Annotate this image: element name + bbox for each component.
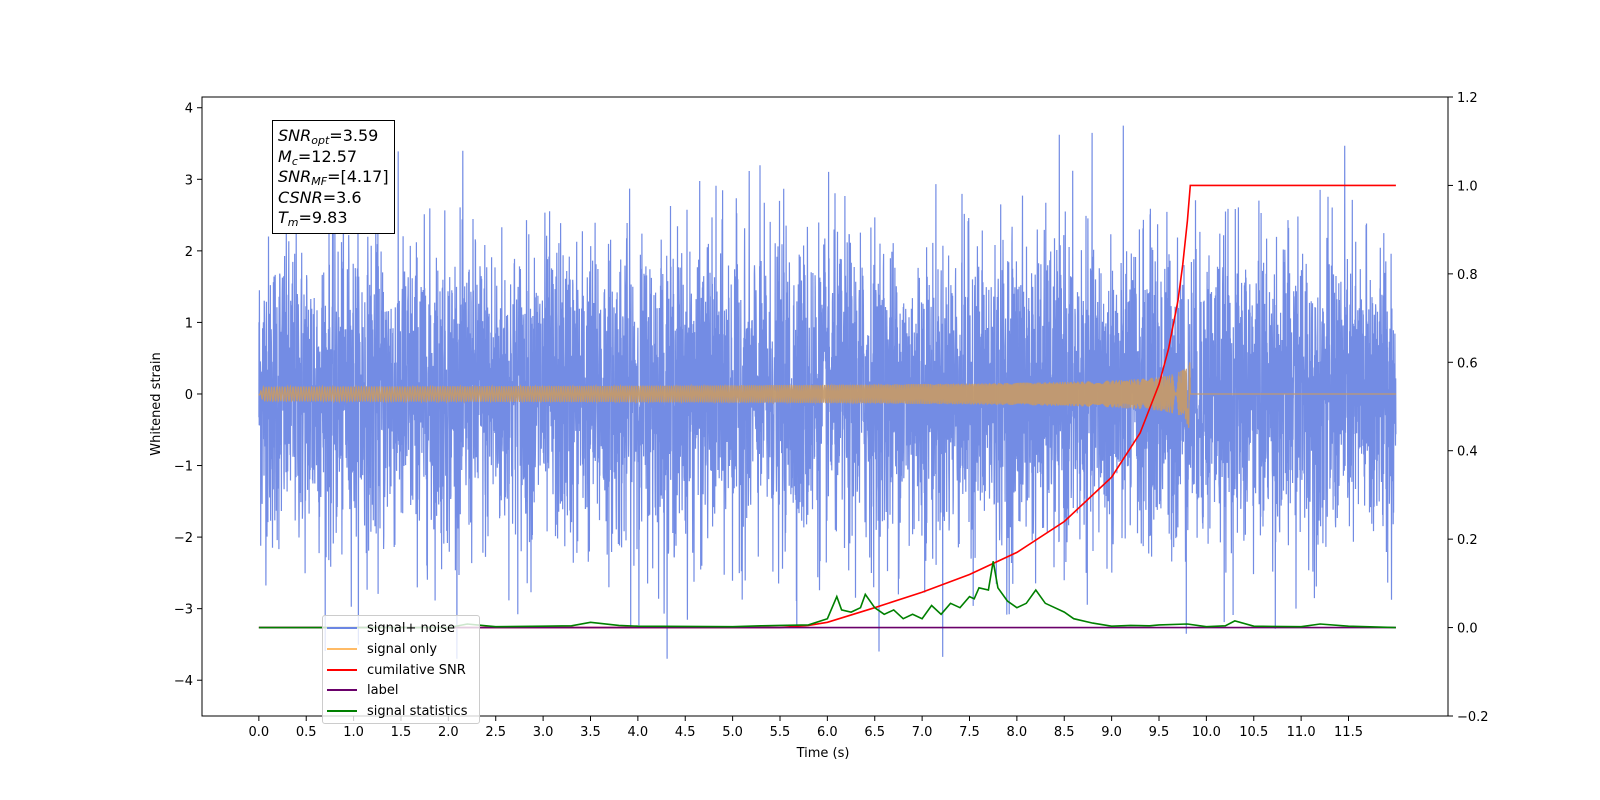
x-tick-label: 11.5 <box>1334 725 1363 740</box>
legend-swatch-signal-noise <box>327 627 357 629</box>
x-tick-label: 7.5 <box>959 725 980 740</box>
x-tick-label: 8.5 <box>1054 725 1075 740</box>
x-tick-label: 1.0 <box>343 725 364 740</box>
x-tick-label: 4.5 <box>675 725 696 740</box>
series-signal-statistics <box>258 561 1396 629</box>
legend-swatch-signal-statistics <box>327 710 357 712</box>
legend-label-signal-noise: signal+ noise <box>367 620 456 636</box>
legend-swatch-label <box>327 689 357 691</box>
legend-item-signal-statistics: signal statistics <box>327 702 468 720</box>
x-tick-label: 10.0 <box>1192 725 1221 740</box>
y-axis-label: Whitened strain <box>149 352 164 455</box>
snr-mf-line: SNRMF=[4.17] <box>278 167 389 188</box>
x-tick-label: 5.5 <box>770 725 791 740</box>
legend-label-cumulative-snr: cumilative SNR <box>367 662 466 678</box>
plot-area <box>258 125 1397 659</box>
y2-tick-label: 1.2 <box>1457 91 1478 106</box>
stats-annotation: SNRopt=3.59 Mc=12.57 SNRMF=[4.17] CSNR=3… <box>272 120 395 234</box>
y-tick-label: −1 <box>174 460 193 475</box>
x-tick-label: 3.0 <box>533 725 554 740</box>
x-tick-label: 9.5 <box>1149 725 1170 740</box>
x-tick-label: 11.0 <box>1287 725 1316 740</box>
y2-tick-label: −0.2 <box>1457 710 1489 725</box>
x-axis-label: Time (s) <box>796 746 850 761</box>
x-tick-label: 1.5 <box>391 725 412 740</box>
tm-line: Tm=9.83 <box>278 208 348 229</box>
x-tick-label: 10.5 <box>1239 725 1268 740</box>
x-tick-label: 4.0 <box>628 725 649 740</box>
legend-item-signal-only: signal only <box>327 640 437 658</box>
y-tick-label: 4 <box>185 102 193 117</box>
x-tick-label: 0.5 <box>296 725 317 740</box>
csnr-line: CSNR=3.6 <box>278 187 362 207</box>
x-tick-label: 3.5 <box>580 725 601 740</box>
x-tick-label: 2.0 <box>438 725 459 740</box>
x-tick-label: 6.0 <box>817 725 838 740</box>
axes: 0.0 0.5 1.0 1.5 2.0 2.5 3.0 3.5 4.0 4.5 5.0 5.5 6.0 6… <box>174 91 1489 740</box>
y2-tick-label: 0.6 <box>1457 356 1478 371</box>
x-tick-label: 7.0 <box>912 725 933 740</box>
y-tick-label: 3 <box>185 173 193 188</box>
plot-series-group <box>258 125 1397 659</box>
series-cumulative-snr <box>258 184 1396 629</box>
y-tick-label: 2 <box>185 245 193 260</box>
y-tick-label: −3 <box>174 603 193 618</box>
x-tick-label: 8.0 <box>1007 725 1028 740</box>
x-tick-label: 2.5 <box>485 725 506 740</box>
y-tick-label: −4 <box>174 674 193 689</box>
y-tick-label: −2 <box>174 531 193 546</box>
series-signal-only <box>258 362 1396 428</box>
legend-label-label: label <box>367 682 399 698</box>
legend-item-signal-noise: signal+ noise <box>327 619 455 637</box>
series-signal-noise <box>258 125 1397 659</box>
mc-line: Mc=12.57 <box>278 146 358 168</box>
legend-item-cumulative-snr: cumilative SNR <box>327 661 466 679</box>
y2-tick-label: 0.4 <box>1457 445 1478 460</box>
y2-tick-label: 1.0 <box>1457 179 1478 194</box>
x-tick-label: 6.5 <box>864 725 885 740</box>
legend: signal+ noise signal only cumilative SNR… <box>322 615 480 724</box>
legend-item-label: label <box>327 681 398 699</box>
x-tick-label: 9.0 <box>1101 725 1122 740</box>
y2-tick-label: 0.0 <box>1457 622 1478 637</box>
legend-swatch-cumulative-snr <box>327 669 357 671</box>
legend-label-signal-statistics: signal statistics <box>367 703 468 719</box>
x-tick-label: 0.0 <box>249 725 270 740</box>
legend-swatch-signal-only <box>327 648 357 650</box>
y-tick-label: 0 <box>185 388 193 403</box>
y2-tick-label: 0.8 <box>1457 268 1478 283</box>
y-tick-label: 1 <box>185 316 193 331</box>
snr-opt-line: SNRopt=3.59 <box>278 126 379 147</box>
plot-frame <box>201 96 1449 717</box>
legend-label-signal-only: signal only <box>367 641 438 657</box>
y2-tick-label: 0.2 <box>1457 533 1478 548</box>
x-tick-label: 5.0 <box>722 725 743 740</box>
